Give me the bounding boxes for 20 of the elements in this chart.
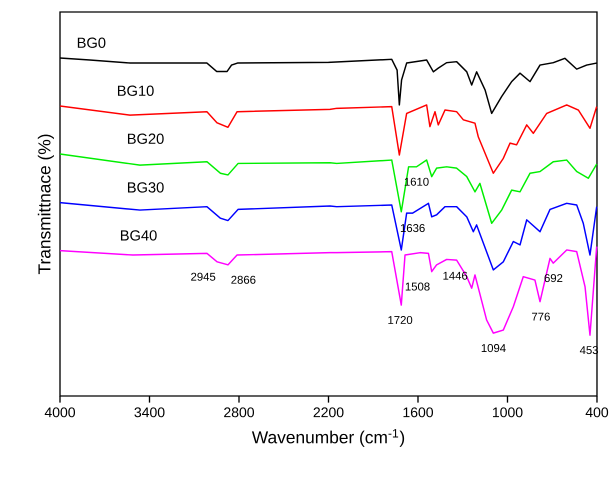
- annotation: 1094: [482, 344, 506, 352]
- x-tick-label: 2200: [314, 407, 344, 418]
- x-tick-label: 400: [586, 407, 608, 418]
- annotation: 1508: [406, 282, 430, 291]
- annotation: 2866: [231, 276, 256, 284]
- series-label: BG20: [128, 134, 164, 144]
- x-tick-label: 4000: [44, 407, 76, 418]
- annotation: 776: [532, 312, 550, 321]
- x-tick-label: 1000: [492, 407, 523, 418]
- annotation: 2945: [191, 272, 216, 281]
- x-tick-label: 1600: [403, 407, 434, 418]
- x-tick-label: 2800: [224, 407, 254, 418]
- x-axis-title: Wavenumber (cm$^{-1}$): [252, 429, 404, 447]
- annotation: 1720: [388, 316, 412, 324]
- series-label: BG40: [120, 230, 157, 241]
- series-label: BG0: [78, 38, 106, 48]
- series-label: BG10: [118, 86, 154, 96]
- x-tick-label: 3400: [134, 407, 165, 418]
- y-axis-title: Transmittnace (%): [38, 134, 54, 274]
- series-label: BG30: [128, 182, 164, 193]
